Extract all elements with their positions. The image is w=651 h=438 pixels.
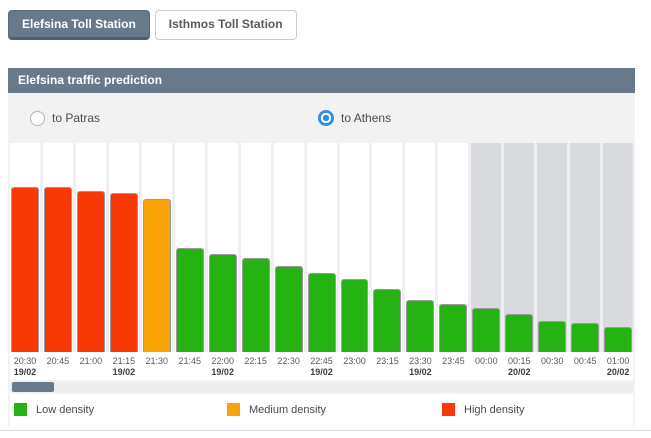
x-tick: 20:45 [46, 356, 70, 366]
traffic-prediction-panel: Elefsina traffic prediction to Patras to… [8, 68, 635, 426]
bar-00:45[interactable] [571, 322, 600, 352]
legend-swatch [442, 403, 455, 416]
chart-column [207, 143, 238, 352]
x-tick: 23:30 19/02 [409, 356, 432, 377]
chart-scrollbar-thumb[interactable] [12, 382, 54, 392]
x-tick: 21:00 [79, 356, 103, 366]
radio-selected-icon[interactable] [318, 110, 335, 126]
chart-legend: Low density Medium density High density [10, 394, 633, 426]
radio-unselected-icon[interactable] [30, 110, 45, 126]
chart-column [570, 143, 601, 352]
x-tick: 22:15 [244, 356, 267, 366]
panel-body: to Patras to Athens 20:30 19/02 20:45 21:00… [8, 93, 635, 426]
legend-item-low-density: Low density [14, 403, 94, 416]
chart-column [240, 143, 271, 352]
legend-item-high-density: High density [442, 403, 525, 416]
chart-column [471, 143, 502, 352]
x-tick: 20:30 19/02 [13, 356, 37, 377]
chart-column [504, 143, 535, 352]
bar-20:30[interactable] [11, 186, 39, 352]
bar-21:15[interactable] [109, 193, 138, 352]
x-tick: 23:00 [343, 356, 366, 366]
bar-21:45[interactable] [175, 247, 204, 352]
chart-column [339, 143, 370, 352]
bottom-divider [0, 430, 651, 431]
chart-column [306, 143, 337, 352]
bar-22:30[interactable] [274, 266, 303, 352]
x-tick: 00:45 [573, 356, 597, 366]
chart-column [75, 143, 106, 352]
chart-column [405, 143, 436, 352]
plot-area [10, 143, 634, 352]
bar-23:15[interactable] [373, 289, 402, 352]
legend-label: High density [464, 403, 525, 416]
radio-option-to-athens[interactable]: to Athens [318, 110, 391, 126]
chart-column [10, 143, 40, 352]
x-tick: 22:30 [277, 356, 300, 366]
x-tick: 22:00 19/02 [211, 356, 234, 377]
x-tick: 23:45 [442, 356, 465, 366]
x-tick: 01:00 20/02 [606, 356, 630, 377]
x-tick: 22:45 19/02 [310, 356, 333, 377]
chart-column [273, 143, 304, 352]
chart-column [603, 143, 634, 352]
chart-column [537, 143, 568, 352]
chart-column [141, 143, 172, 352]
x-tick: 21:45 [178, 356, 201, 366]
tab-isthmos-toll-station[interactable]: Isthmos Toll Station [154, 10, 297, 40]
radio-label-to-patras: to Patras [52, 111, 101, 125]
chart-column [372, 143, 403, 352]
bar-20:45[interactable] [43, 186, 72, 352]
x-tick: 21:15 19/02 [112, 356, 136, 377]
bar-22:45[interactable] [307, 272, 336, 352]
x-tick: 23:15 [376, 356, 399, 366]
bar-23:45[interactable] [439, 303, 468, 352]
legend-swatch [227, 403, 240, 416]
x-tick: 00:00 [475, 356, 498, 366]
x-axis-labels: 20:30 19/02 20:45 21:00 21:15 19/02 21:30 21:45… [10, 352, 633, 380]
x-tick: 00:30 [540, 356, 564, 366]
chart-column [174, 143, 205, 352]
bar-22:15[interactable] [241, 257, 270, 352]
radio-option-to-patras[interactable]: to Patras [30, 110, 101, 126]
legend-item-medium-density: Medium density [227, 403, 326, 416]
legend-label: Medium density [249, 403, 327, 416]
legend-swatch [14, 403, 27, 416]
direction-selector: to Patras to Athens [10, 93, 633, 143]
legend-label: Low density [36, 403, 95, 416]
x-tick: 00:15 20/02 [508, 356, 531, 377]
tab-elefsina-toll-station[interactable]: Elefsina Toll Station [8, 10, 150, 40]
station-tabs: Elefsina Toll Station Isthmos Toll Statio… [8, 10, 651, 40]
panel-title: Elefsina traffic prediction [8, 68, 635, 93]
radio-label-to-athens: to Athens [341, 111, 392, 125]
bar-00:15[interactable] [505, 314, 534, 352]
bar-01:00[interactable] [604, 326, 633, 352]
x-tick: 21:30 [145, 356, 169, 366]
bar-23:30[interactable] [406, 299, 435, 352]
chart-column [438, 143, 469, 352]
bar-21:30[interactable] [142, 199, 171, 352]
bar-22:00[interactable] [208, 253, 237, 352]
chart-scrollbar-track[interactable] [10, 382, 633, 392]
bar-00:00[interactable] [472, 308, 501, 352]
chart-column [42, 143, 73, 352]
bar-00:30[interactable] [538, 320, 567, 352]
chart-column [108, 143, 139, 352]
bar-21:00[interactable] [76, 191, 105, 352]
bar-23:00[interactable] [340, 278, 369, 352]
